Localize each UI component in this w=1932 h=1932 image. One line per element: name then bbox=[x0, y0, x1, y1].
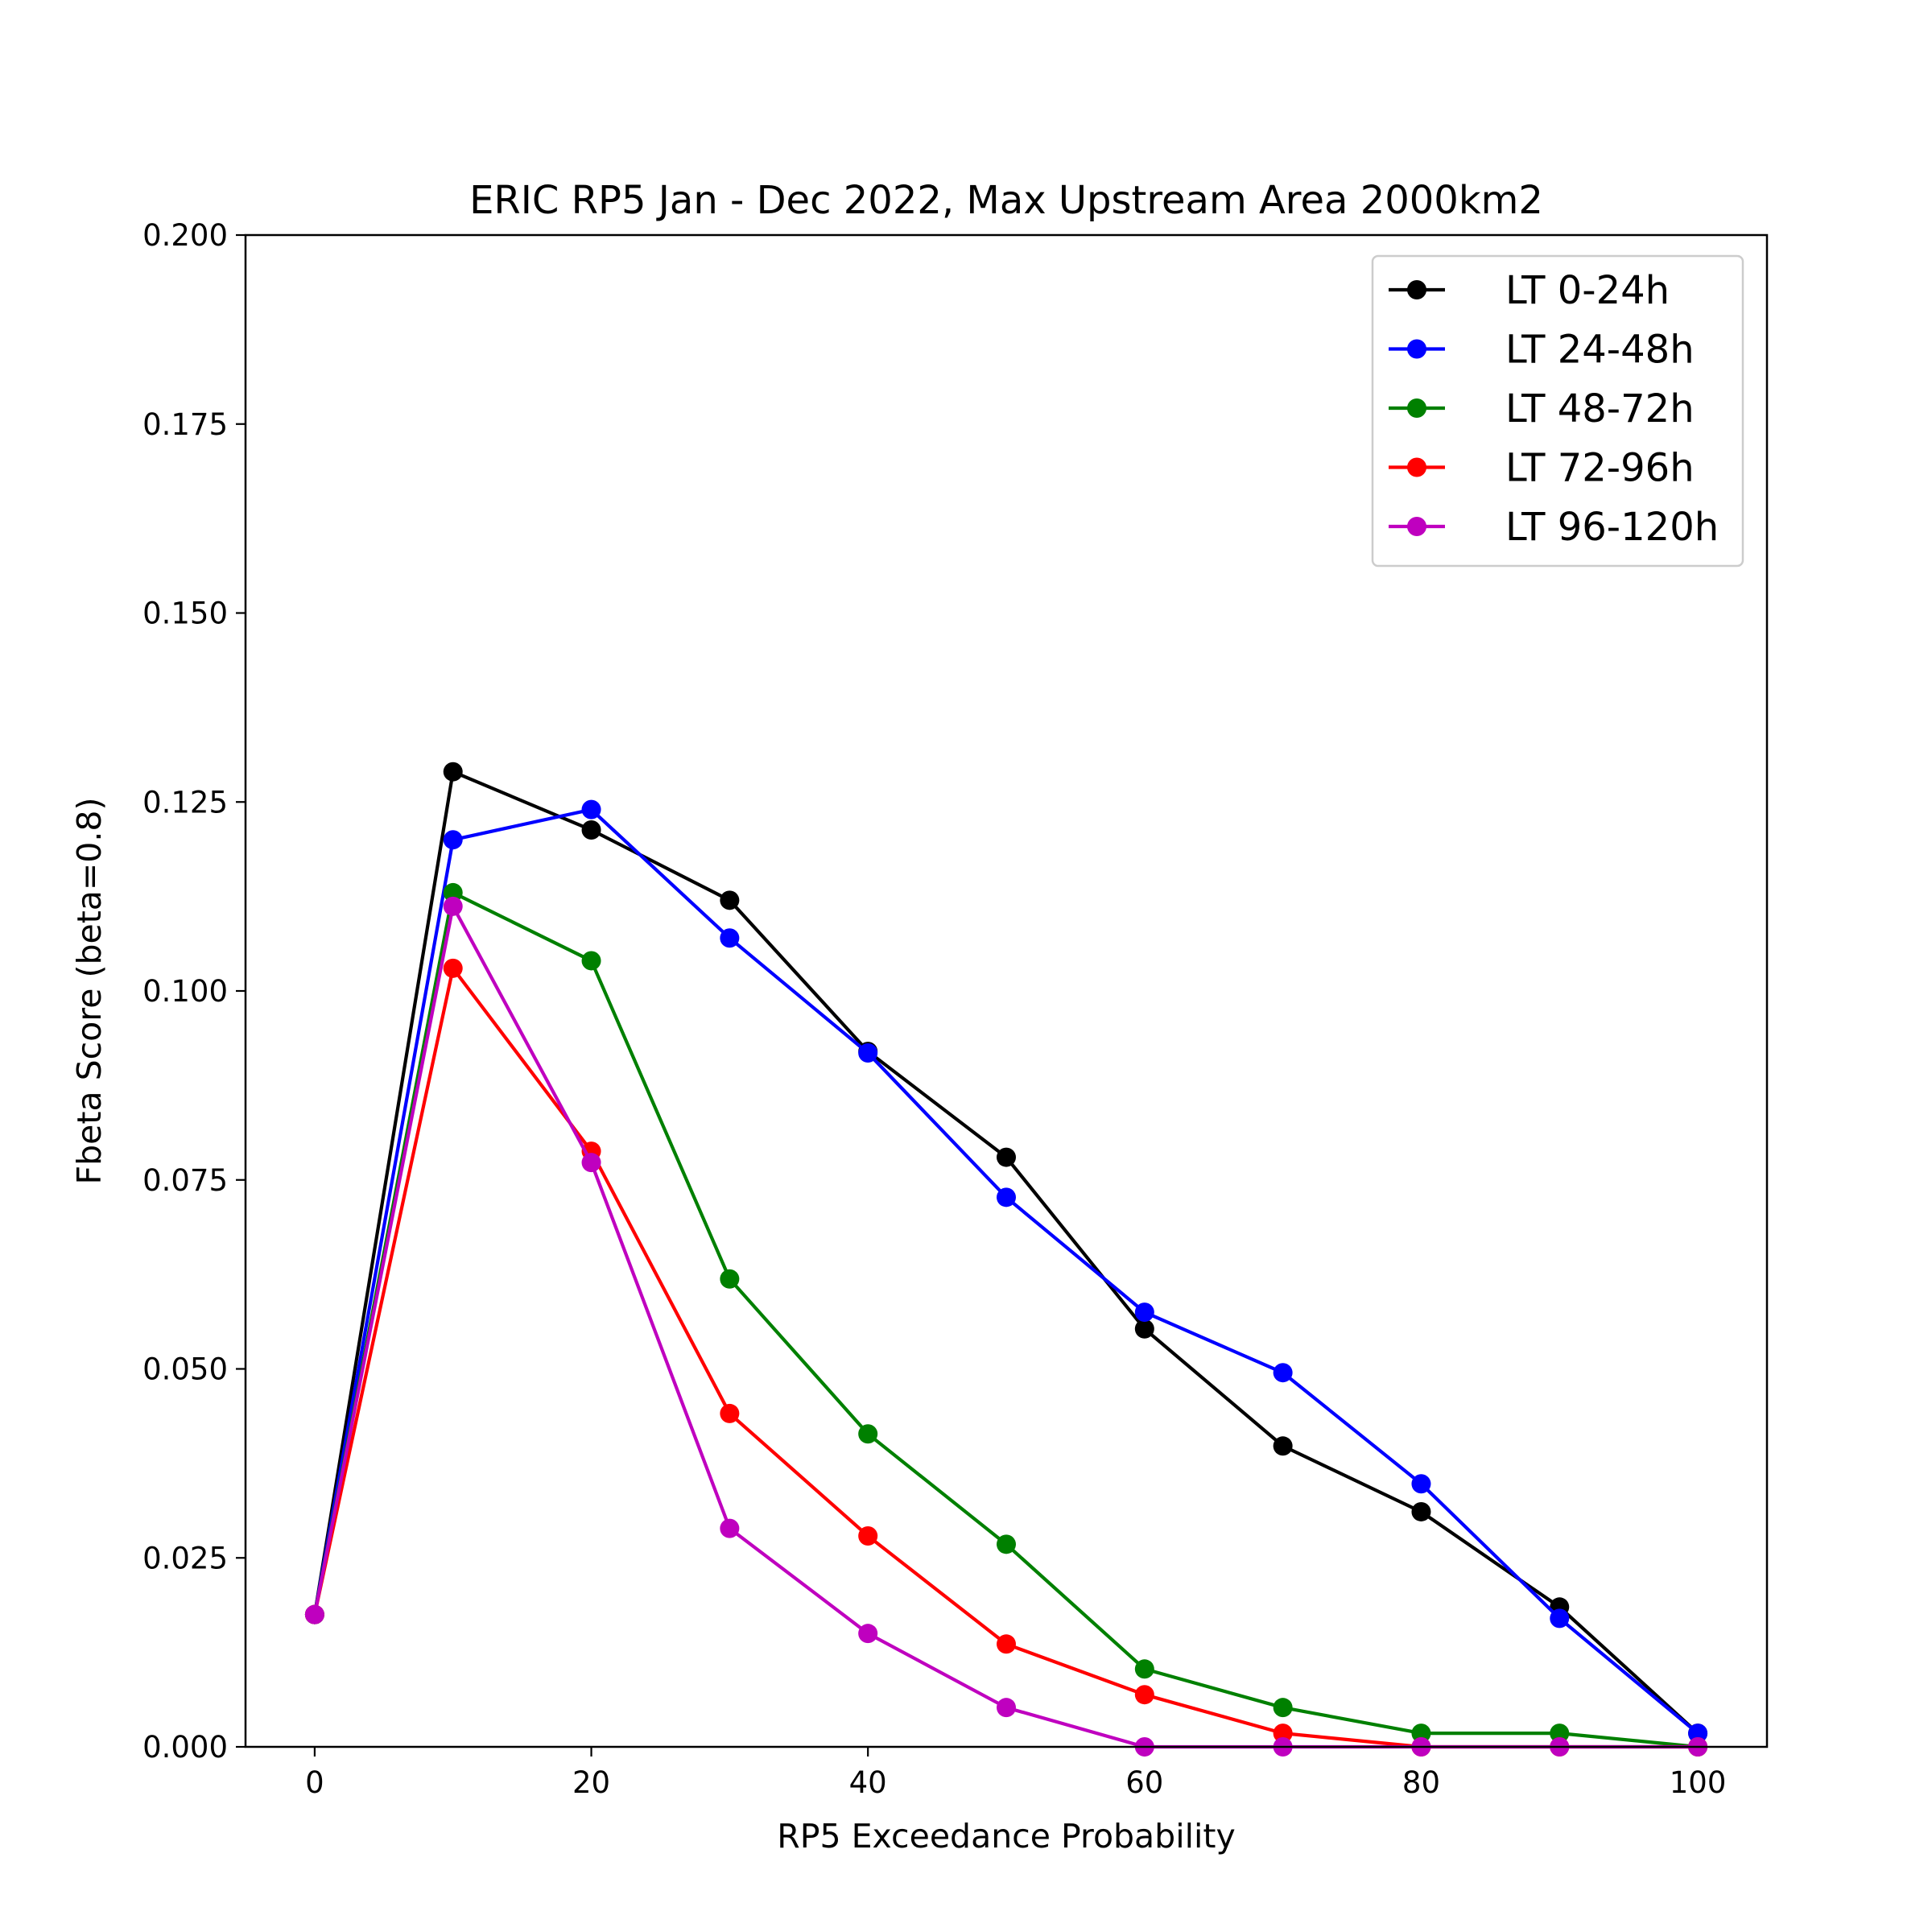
y-tick-label: 0.200 bbox=[142, 218, 228, 253]
legend-item: LT 48-72h bbox=[1389, 386, 1695, 431]
y-tick-label: 0.125 bbox=[142, 785, 228, 819]
data-point bbox=[720, 1518, 740, 1538]
data-point bbox=[1411, 1474, 1431, 1494]
legend-item: LT 96-120h bbox=[1389, 505, 1719, 550]
data-point bbox=[1411, 1724, 1431, 1744]
legend-item: LT 0-24h bbox=[1389, 268, 1670, 313]
legend-label: LT 24-48h bbox=[1505, 328, 1695, 373]
data-point bbox=[443, 896, 463, 916]
data-point bbox=[997, 1534, 1016, 1554]
legend-marker bbox=[1407, 457, 1426, 477]
data-point bbox=[581, 819, 601, 840]
data-point bbox=[1134, 1302, 1154, 1323]
plot-area bbox=[304, 762, 1708, 1757]
data-point bbox=[1134, 1659, 1154, 1679]
data-point bbox=[1273, 1724, 1293, 1744]
data-point bbox=[858, 1424, 878, 1444]
data-point bbox=[858, 1526, 878, 1546]
data-point bbox=[443, 882, 463, 902]
data-point bbox=[997, 1187, 1016, 1208]
x-tick-label: 80 bbox=[1402, 1765, 1440, 1800]
legend-label: LT 0-24h bbox=[1505, 268, 1670, 313]
legend-box bbox=[1371, 254, 1744, 568]
data-point bbox=[304, 1604, 324, 1624]
x-tick-label: 40 bbox=[849, 1765, 887, 1800]
data-point bbox=[997, 1634, 1016, 1654]
legend-label: LT 48-72h bbox=[1505, 386, 1695, 431]
data-point bbox=[997, 1698, 1016, 1718]
y-tick-label: 0.100 bbox=[142, 974, 228, 1009]
x-tick-label: 0 bbox=[305, 1765, 324, 1800]
chart-title: ERIC RP5 Jan - Dec 2022, Max Upstream Ar… bbox=[469, 178, 1543, 223]
legend-marker bbox=[1407, 280, 1426, 299]
data-point bbox=[443, 830, 463, 850]
x-tick-label: 100 bbox=[1670, 1765, 1727, 1800]
data-point bbox=[1411, 1501, 1431, 1521]
y-tick-label: 0.075 bbox=[142, 1163, 228, 1198]
data-point bbox=[720, 928, 740, 948]
legend-label: LT 96-120h bbox=[1505, 505, 1719, 550]
data-point bbox=[720, 1269, 740, 1289]
data-point bbox=[1134, 1685, 1154, 1705]
data-point bbox=[858, 1042, 878, 1063]
data-point bbox=[720, 1403, 740, 1423]
x-axis-label: RP5 Exceedance Probability bbox=[777, 1817, 1235, 1856]
y-tick-label: 0.175 bbox=[142, 407, 228, 442]
legend-marker bbox=[1407, 517, 1426, 536]
data-point bbox=[1550, 1724, 1570, 1744]
data-point bbox=[1273, 1698, 1293, 1718]
y-axis: 0.000 0.025 0.050 0.075 0.100 0.125 0.150 0.175… bbox=[142, 218, 246, 1765]
data-point bbox=[858, 1624, 878, 1644]
data-point bbox=[997, 1147, 1016, 1167]
data-point bbox=[443, 958, 463, 978]
data-point bbox=[443, 762, 463, 782]
legend-label: LT 72-96h bbox=[1505, 446, 1695, 491]
legend-item: LT 24-48h bbox=[1389, 328, 1695, 373]
data-point bbox=[1273, 1363, 1293, 1383]
x-tick-label: 60 bbox=[1125, 1765, 1163, 1800]
y-tick-label: 0.150 bbox=[142, 597, 228, 631]
data-point bbox=[1688, 1724, 1708, 1744]
data-point bbox=[720, 890, 740, 910]
data-point bbox=[1134, 1319, 1154, 1339]
plot-frame bbox=[244, 233, 1769, 1748]
y-tick-label: 0.050 bbox=[142, 1352, 228, 1387]
x-tick-label: 20 bbox=[572, 1765, 610, 1800]
legend-marker bbox=[1407, 398, 1426, 418]
y-tick-label: 0.000 bbox=[142, 1730, 228, 1765]
x-axis: 0 20 40 60 80 100 bbox=[305, 1747, 1726, 1800]
data-point bbox=[1273, 1436, 1293, 1456]
legend-item: LT 72-96h bbox=[1389, 446, 1695, 491]
data-point bbox=[581, 799, 601, 819]
data-point bbox=[1550, 1608, 1570, 1629]
data-point bbox=[581, 1153, 601, 1173]
data-point bbox=[581, 951, 601, 971]
legend: LT 0-24h LT 24-48h LT 48-72h LT 72-96h LT 96… bbox=[1371, 254, 1744, 568]
y-axis-label: Fbeta Score (beta=0.8) bbox=[70, 798, 109, 1185]
y-tick-label: 0.025 bbox=[142, 1541, 228, 1575]
legend-marker bbox=[1407, 339, 1426, 359]
